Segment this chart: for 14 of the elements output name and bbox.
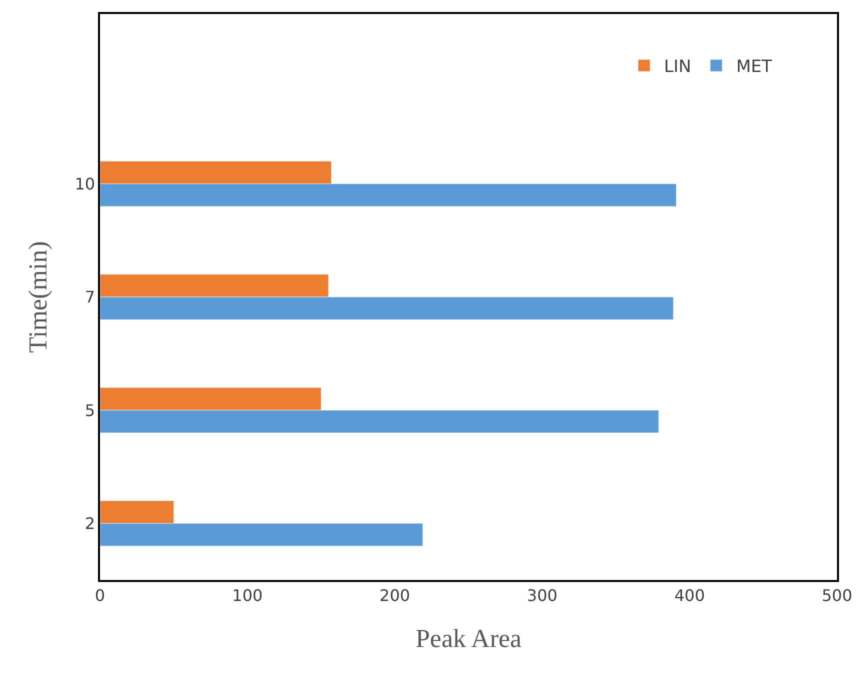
x-tick-label: 400 xyxy=(674,586,705,605)
x-tick-label: 500 xyxy=(822,586,852,605)
y-tick-label: 2 xyxy=(84,514,96,533)
y-axis-title: Time(min) xyxy=(24,241,53,353)
y-tick-label: 5 xyxy=(84,400,96,420)
y-tick-label: 10 xyxy=(74,174,96,194)
x-tick-label: 100 xyxy=(232,586,263,605)
y-tick-label: 7 xyxy=(84,288,96,307)
x-tick-label: 300 xyxy=(526,586,558,605)
x-tick-label: 0 xyxy=(94,586,106,605)
legend-label: LIN xyxy=(664,57,692,78)
legend-label: MET xyxy=(736,57,773,78)
x-axis-title: Peak Area xyxy=(415,624,522,654)
x-tick-label: 200 xyxy=(380,586,410,605)
